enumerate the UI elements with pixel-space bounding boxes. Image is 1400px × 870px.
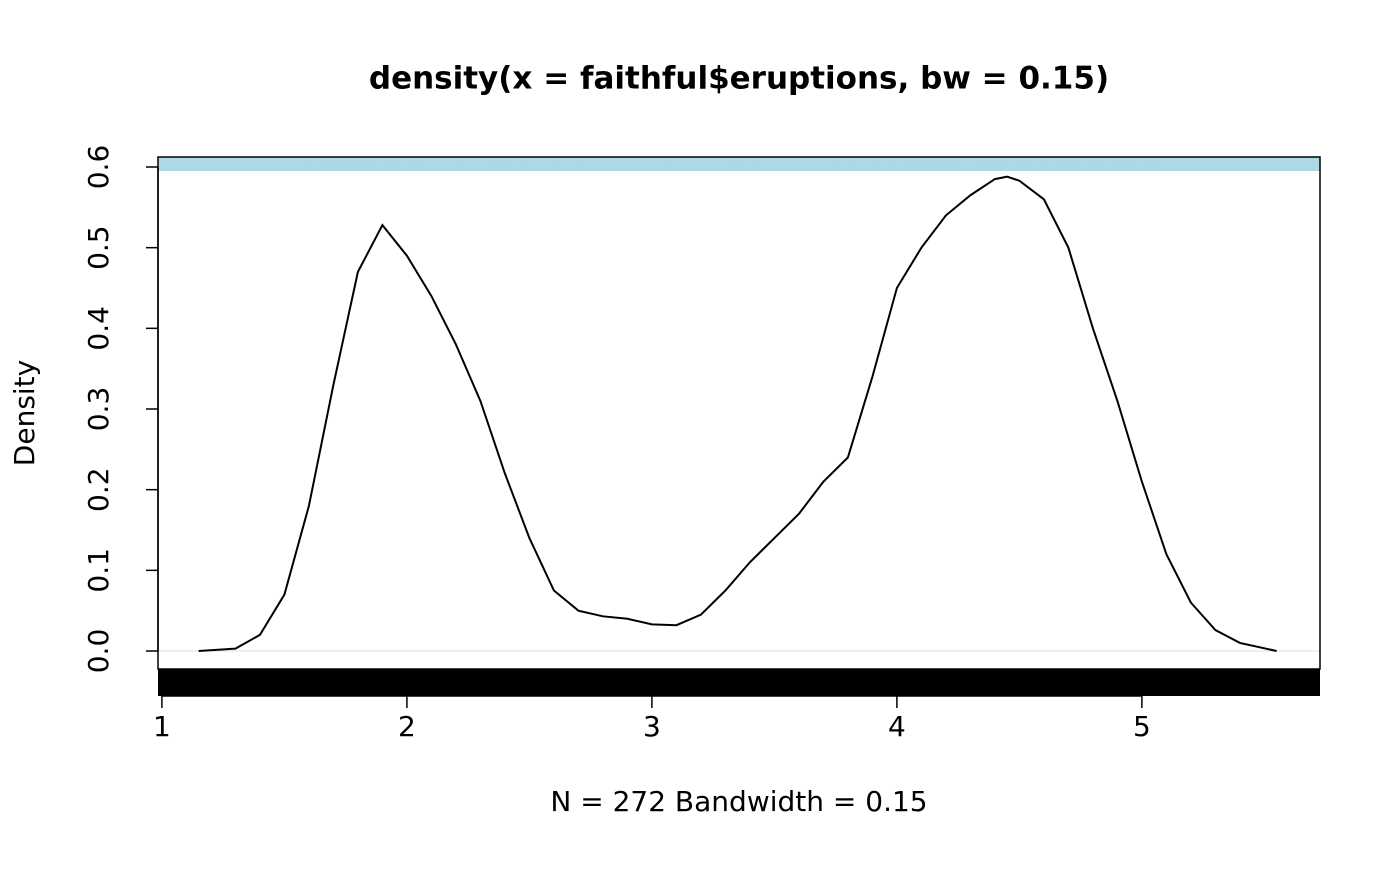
y-axis-label: Density: [8, 360, 41, 466]
x-tick-label: 3: [643, 710, 661, 743]
y-tick-label: 0.6: [82, 145, 115, 190]
x-axis-label: N = 272 Bandwidth = 0.15: [550, 785, 927, 818]
plot-frame: [157, 156, 1321, 670]
y-tick-label: 0.5: [82, 225, 115, 270]
y-tick-label: 0.3: [82, 387, 115, 432]
y-tick-label: 0.4: [82, 306, 115, 351]
x-tick-label: 2: [398, 710, 416, 743]
y-tick-label: 0.2: [82, 467, 115, 512]
density-line: [198, 175, 1277, 653]
y-tick-label: 0.1: [82, 548, 115, 593]
x-tick-label: 1: [153, 710, 171, 743]
y-tick-label: 0.0: [82, 629, 115, 674]
chart-title: density(x = faithful$eruptions, bw = 0.1…: [369, 61, 1109, 97]
x-tick-label: 5: [1133, 710, 1151, 743]
x-tick-label: 4: [888, 710, 906, 743]
